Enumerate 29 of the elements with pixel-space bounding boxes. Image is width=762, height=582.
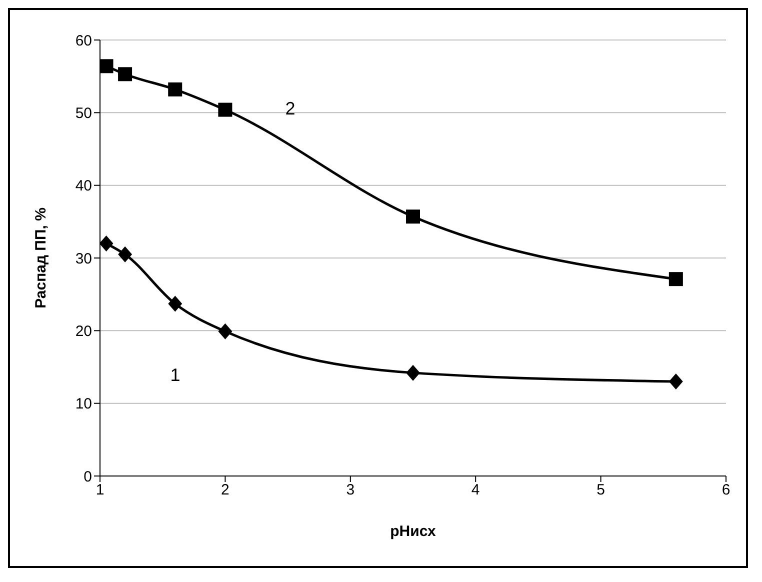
y-tick-label: 60	[75, 32, 92, 50]
point	[218, 323, 232, 340]
y-tick-label: 10	[75, 396, 92, 413]
y-tick-label: 40	[75, 178, 92, 195]
point	[406, 364, 420, 381]
x-tick-label: 3	[346, 482, 355, 499]
point	[218, 102, 232, 117]
series-label: 2	[285, 98, 296, 119]
point	[168, 82, 182, 96]
point	[100, 235, 114, 252]
point	[406, 210, 420, 224]
point	[668, 374, 683, 390]
point	[118, 246, 132, 262]
x-tick-label: 2	[221, 482, 230, 499]
x-tick-label: 4	[471, 482, 480, 499]
x-axis-title: pHисх	[390, 523, 437, 540]
x-tick-label: 1	[96, 482, 104, 499]
point	[100, 59, 114, 74]
point	[118, 67, 132, 82]
x-tick-label: 6	[722, 482, 730, 499]
point	[668, 272, 683, 286]
text: 1	[170, 365, 180, 386]
y-tick-label: 20	[75, 322, 92, 340]
y-axis-title: Распад ПП, %	[32, 208, 50, 308]
x-tick-label: 5	[596, 482, 605, 499]
y-tick-label: 30	[75, 250, 92, 268]
y-tick-label: 0	[84, 468, 92, 486]
point	[168, 296, 182, 312]
y-tick-label: 50	[75, 104, 92, 122]
